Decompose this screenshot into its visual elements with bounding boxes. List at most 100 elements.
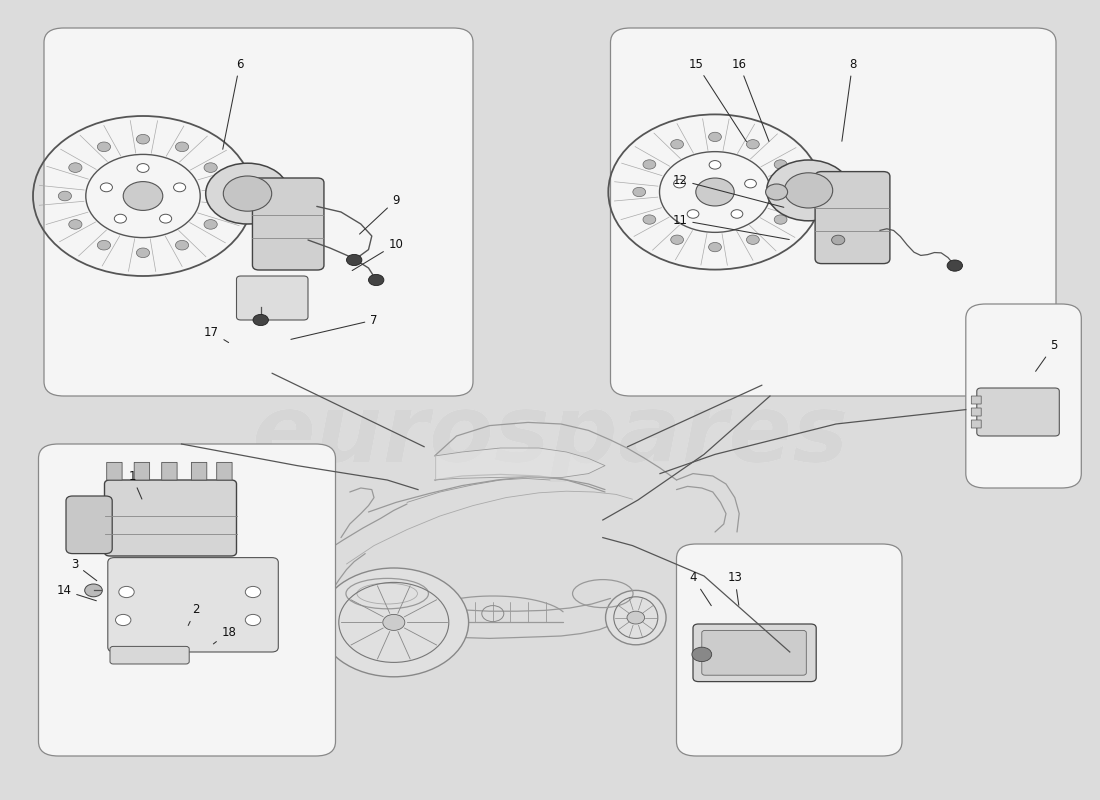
Circle shape — [688, 210, 698, 218]
Circle shape — [784, 187, 798, 197]
FancyBboxPatch shape — [39, 444, 336, 756]
Circle shape — [747, 140, 759, 149]
Circle shape — [214, 191, 228, 201]
FancyBboxPatch shape — [104, 480, 236, 556]
Circle shape — [97, 240, 110, 250]
Text: 18: 18 — [213, 626, 236, 644]
FancyBboxPatch shape — [107, 462, 122, 480]
Circle shape — [732, 210, 742, 218]
Text: 11: 11 — [672, 214, 790, 239]
Circle shape — [671, 235, 683, 244]
Circle shape — [708, 132, 722, 142]
FancyBboxPatch shape — [66, 496, 112, 554]
Circle shape — [119, 586, 134, 598]
Circle shape — [644, 215, 656, 224]
Circle shape — [747, 235, 759, 244]
Text: eurospares: eurospares — [251, 390, 849, 482]
FancyBboxPatch shape — [676, 544, 902, 756]
FancyBboxPatch shape — [217, 462, 232, 480]
FancyBboxPatch shape — [236, 276, 308, 320]
Circle shape — [123, 182, 163, 210]
Text: 3: 3 — [72, 558, 97, 581]
FancyBboxPatch shape — [108, 558, 278, 652]
Circle shape — [319, 568, 469, 677]
FancyBboxPatch shape — [702, 630, 806, 675]
Circle shape — [766, 184, 788, 200]
Text: eurospares: eurospares — [251, 390, 849, 482]
FancyBboxPatch shape — [966, 304, 1081, 488]
Circle shape — [708, 242, 722, 252]
Circle shape — [368, 274, 384, 286]
Circle shape — [346, 254, 362, 266]
Text: 9: 9 — [360, 194, 399, 234]
Circle shape — [58, 191, 72, 201]
Text: 1: 1 — [129, 470, 142, 499]
Circle shape — [136, 134, 150, 144]
FancyBboxPatch shape — [253, 178, 323, 270]
Circle shape — [784, 173, 833, 208]
Text: 16: 16 — [732, 58, 769, 142]
Circle shape — [85, 584, 102, 597]
Circle shape — [204, 219, 217, 229]
Text: 17: 17 — [204, 326, 229, 342]
FancyBboxPatch shape — [191, 462, 207, 480]
FancyBboxPatch shape — [693, 624, 816, 682]
FancyBboxPatch shape — [610, 28, 1056, 396]
Text: 6: 6 — [222, 58, 243, 150]
FancyBboxPatch shape — [162, 462, 177, 480]
Circle shape — [136, 164, 150, 172]
Text: 7: 7 — [290, 314, 377, 339]
Text: 15: 15 — [689, 58, 747, 142]
Circle shape — [627, 611, 645, 624]
FancyBboxPatch shape — [815, 172, 890, 264]
Circle shape — [774, 160, 786, 169]
Circle shape — [69, 163, 82, 172]
Circle shape — [160, 214, 172, 223]
FancyBboxPatch shape — [971, 408, 981, 416]
Circle shape — [632, 187, 646, 197]
Circle shape — [245, 614, 261, 626]
Circle shape — [206, 163, 289, 224]
Circle shape — [223, 176, 272, 211]
Circle shape — [176, 240, 189, 250]
Circle shape — [69, 219, 82, 229]
Polygon shape — [434, 448, 605, 480]
Circle shape — [774, 215, 786, 224]
Circle shape — [253, 314, 268, 326]
Text: 14: 14 — [56, 584, 97, 601]
Circle shape — [100, 183, 112, 192]
Text: 2: 2 — [188, 603, 199, 626]
Circle shape — [116, 614, 131, 626]
Circle shape — [383, 614, 405, 630]
FancyBboxPatch shape — [971, 396, 981, 404]
FancyBboxPatch shape — [977, 388, 1059, 436]
Text: 5: 5 — [1035, 339, 1057, 371]
FancyBboxPatch shape — [44, 28, 473, 396]
Circle shape — [176, 142, 189, 152]
Circle shape — [136, 248, 150, 258]
Text: 10: 10 — [352, 238, 404, 270]
FancyBboxPatch shape — [110, 646, 189, 664]
Circle shape — [204, 163, 217, 172]
Circle shape — [673, 179, 685, 188]
Circle shape — [692, 647, 712, 662]
Circle shape — [947, 260, 962, 271]
Circle shape — [767, 160, 850, 221]
Text: 13: 13 — [727, 571, 742, 606]
FancyBboxPatch shape — [134, 462, 150, 480]
Circle shape — [671, 140, 683, 149]
Circle shape — [245, 586, 261, 598]
Text: 12: 12 — [672, 174, 784, 207]
Circle shape — [644, 160, 656, 169]
Circle shape — [98, 142, 111, 152]
Circle shape — [832, 235, 845, 245]
Circle shape — [696, 178, 734, 206]
FancyBboxPatch shape — [971, 420, 981, 428]
Text: 4: 4 — [690, 571, 712, 606]
Circle shape — [745, 179, 757, 188]
Circle shape — [710, 161, 720, 169]
Circle shape — [174, 183, 186, 192]
Text: 8: 8 — [842, 58, 856, 142]
Circle shape — [114, 214, 126, 223]
Ellipse shape — [605, 590, 665, 645]
